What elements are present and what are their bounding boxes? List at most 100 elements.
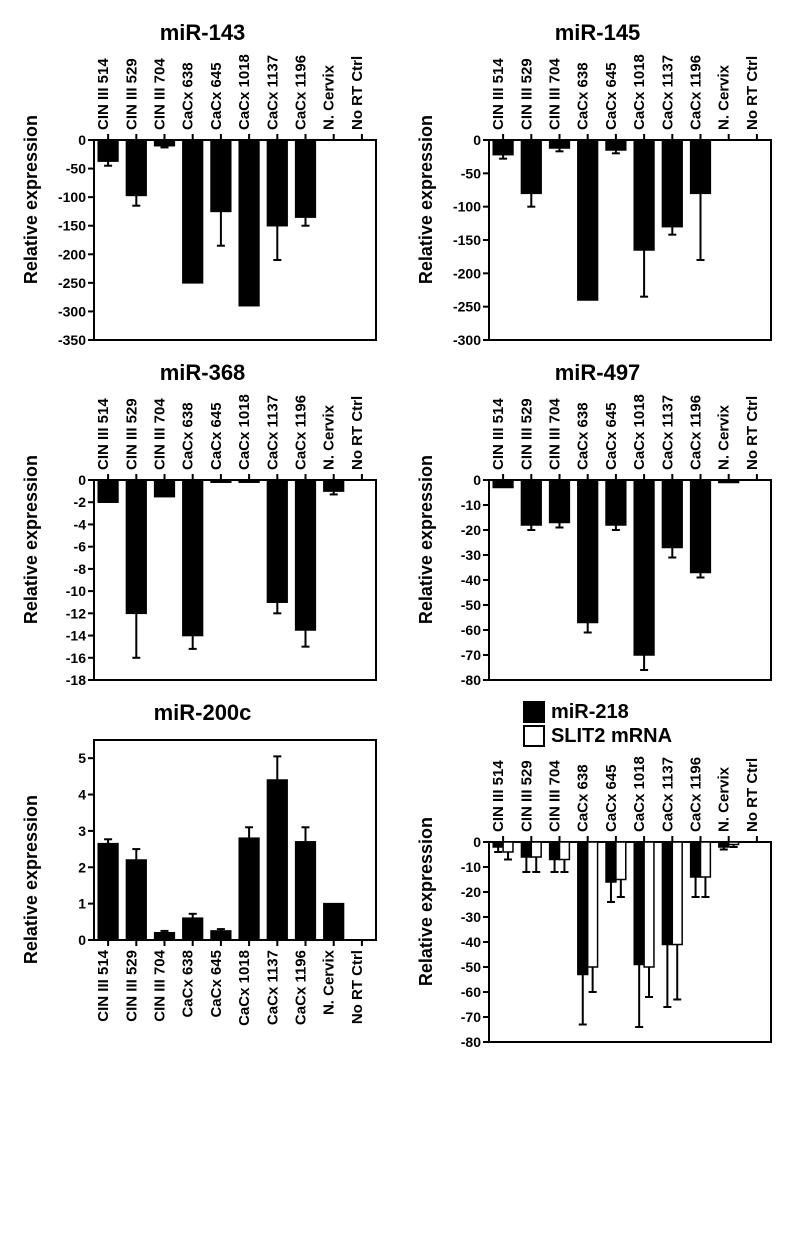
svg-text:-20: -20 <box>461 884 481 900</box>
chart-panel-mir200c: miR-200cRelative expression012345CIN III… <box>10 700 395 1052</box>
chart-title: miR-368 <box>160 360 246 386</box>
svg-text:CaCx 1137: CaCx 1137 <box>659 757 676 832</box>
svg-text:-2: -2 <box>74 494 87 510</box>
svg-text:No RT Ctrl: No RT Ctrl <box>744 758 761 832</box>
svg-text:-40: -40 <box>461 934 481 950</box>
svg-text:-70: -70 <box>461 1009 481 1025</box>
svg-text:N. Cervix: N. Cervix <box>321 404 338 470</box>
svg-text:0: 0 <box>473 132 481 148</box>
chart-svg-mir218: 0-10-20-30-40-50-60-70-80CIN III 514CIN … <box>439 752 779 1052</box>
svg-text:CIN III 529: CIN III 529 <box>123 58 140 130</box>
chart-title: miR-497 <box>555 360 641 386</box>
svg-text:CaCx 1196: CaCx 1196 <box>293 395 310 470</box>
svg-text:-8: -8 <box>74 561 87 577</box>
svg-text:-10: -10 <box>461 497 481 513</box>
svg-text:CaCx 1018: CaCx 1018 <box>236 54 253 130</box>
svg-text:CaCx 1018: CaCx 1018 <box>236 950 253 1026</box>
svg-text:-16: -16 <box>66 650 86 666</box>
svg-text:CaCx 1137: CaCx 1137 <box>264 55 281 130</box>
svg-text:-100: -100 <box>453 199 481 215</box>
svg-text:CaCx 1018: CaCx 1018 <box>631 54 648 130</box>
svg-text:N. Cervix: N. Cervix <box>321 64 338 130</box>
svg-text:-80: -80 <box>461 672 481 688</box>
svg-text:CIN III 529: CIN III 529 <box>123 398 140 470</box>
chart-svg-mir143: 0-50-100-150-200-250-300-350CIN III 514C… <box>44 50 384 350</box>
chart-svg-mir368: 0-2-4-6-8-10-12-14-16-18CIN III 514CIN I… <box>44 390 384 690</box>
y-axis-label: Relative expression <box>416 455 437 624</box>
chart-svg-mir145: 0-50-100-150-200-250-300CIN III 514CIN I… <box>439 50 779 350</box>
svg-text:0: 0 <box>78 132 86 148</box>
chart-panel-mir368: miR-368Relative expression0-2-4-6-8-10-1… <box>10 360 395 690</box>
chart-title: miR-200c <box>154 700 252 726</box>
svg-text:CIN III 704: CIN III 704 <box>152 398 169 470</box>
svg-text:CaCx 638: CaCx 638 <box>575 62 592 130</box>
svg-text:-18: -18 <box>66 672 86 688</box>
svg-text:-100: -100 <box>58 189 86 205</box>
chart-svg-mir200c: 012345CIN III 514CIN III 529CIN III 704C… <box>44 730 384 1030</box>
svg-text:CaCx 638: CaCx 638 <box>180 950 197 1018</box>
legend-swatch <box>523 701 545 723</box>
svg-text:0: 0 <box>78 472 86 488</box>
svg-text:N. Cervix: N. Cervix <box>716 404 733 470</box>
svg-text:CIN III 529: CIN III 529 <box>518 760 535 832</box>
svg-text:CaCx 645: CaCx 645 <box>208 950 225 1018</box>
svg-text:CIN III 529: CIN III 529 <box>123 950 140 1022</box>
svg-text:-12: -12 <box>66 605 86 621</box>
svg-text:CIN III 704: CIN III 704 <box>152 58 169 130</box>
svg-text:CaCx 1137: CaCx 1137 <box>659 395 676 470</box>
svg-text:2: 2 <box>78 859 86 875</box>
svg-text:-10: -10 <box>461 859 481 875</box>
svg-text:1: 1 <box>78 896 86 912</box>
svg-text:CaCx 638: CaCx 638 <box>575 402 592 470</box>
svg-text:-14: -14 <box>66 628 86 644</box>
y-axis-label: Relative expression <box>416 817 437 986</box>
svg-text:No RT Ctrl: No RT Ctrl <box>744 56 761 130</box>
svg-text:CaCx 645: CaCx 645 <box>603 764 620 832</box>
svg-text:CIN III 529: CIN III 529 <box>518 58 535 130</box>
svg-text:CIN III 514: CIN III 514 <box>490 58 507 130</box>
svg-text:4: 4 <box>78 787 86 803</box>
svg-text:-50: -50 <box>461 959 481 975</box>
svg-text:-50: -50 <box>461 165 481 181</box>
svg-text:CIN III 514: CIN III 514 <box>95 398 112 470</box>
chart-panel-mir497: miR-497Relative expression0-10-20-30-40-… <box>405 360 790 690</box>
svg-text:0: 0 <box>473 472 481 488</box>
chart-panel-mir218: miR-218SLIT2 mRNARelative expression0-10… <box>405 700 790 1052</box>
svg-text:No RT Ctrl: No RT Ctrl <box>349 56 366 130</box>
svg-text:-250: -250 <box>453 299 481 315</box>
svg-text:No RT Ctrl: No RT Ctrl <box>349 950 366 1024</box>
svg-text:CIN III 514: CIN III 514 <box>490 760 507 832</box>
svg-text:CaCx 1196: CaCx 1196 <box>293 950 310 1025</box>
svg-text:-50: -50 <box>461 597 481 613</box>
svg-text:CaCx 1137: CaCx 1137 <box>264 950 281 1025</box>
svg-text:CIN III 704: CIN III 704 <box>547 58 564 130</box>
legend-label: miR-218 <box>551 700 629 724</box>
svg-text:-4: -4 <box>74 516 87 532</box>
y-axis-label: Relative expression <box>416 115 437 284</box>
svg-text:-200: -200 <box>453 265 481 281</box>
svg-text:-200: -200 <box>58 246 86 262</box>
y-axis-label: Relative expression <box>21 115 42 284</box>
svg-text:-70: -70 <box>461 647 481 663</box>
svg-text:CIN III 704: CIN III 704 <box>152 949 169 1021</box>
legend-mir218: miR-218SLIT2 mRNA <box>523 700 672 748</box>
chart-svg-mir497: 0-10-20-30-40-50-60-70-80CIN III 514CIN … <box>439 390 779 690</box>
svg-text:-60: -60 <box>461 622 481 638</box>
svg-text:-30: -30 <box>461 909 481 925</box>
svg-text:CaCx 1018: CaCx 1018 <box>631 394 648 470</box>
svg-text:0: 0 <box>78 932 86 948</box>
svg-text:CIN III 704: CIN III 704 <box>547 398 564 470</box>
svg-text:No RT Ctrl: No RT Ctrl <box>744 396 761 470</box>
svg-text:CaCx 1196: CaCx 1196 <box>688 395 705 470</box>
svg-text:CaCx 645: CaCx 645 <box>208 402 225 470</box>
svg-text:-300: -300 <box>58 303 86 319</box>
chart-panel-mir145: miR-145Relative expression0-50-100-150-2… <box>405 20 790 350</box>
svg-text:-300: -300 <box>453 332 481 348</box>
chart-title: miR-143 <box>160 20 246 46</box>
svg-text:-250: -250 <box>58 275 86 291</box>
y-axis-label: Relative expression <box>21 795 42 964</box>
legend-label: SLIT2 mRNA <box>551 724 672 748</box>
legend-swatch <box>523 725 545 747</box>
svg-text:CaCx 645: CaCx 645 <box>603 62 620 130</box>
svg-text:N. Cervix: N. Cervix <box>321 949 338 1015</box>
